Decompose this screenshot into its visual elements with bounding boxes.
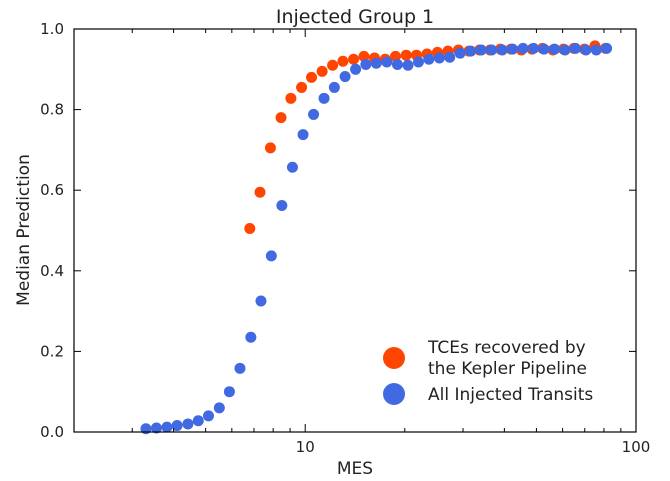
data-point [475,44,487,56]
data-point [276,200,288,212]
data-point [339,71,351,83]
data-point [285,92,297,104]
data-point [548,43,560,55]
data-point [348,53,360,65]
data-point [140,423,152,435]
data-point [171,420,183,432]
data-point [316,65,328,77]
data-point [275,112,287,124]
y-tick-label: 1.0 [40,20,64,38]
data-point [350,63,362,75]
data-point [161,421,173,433]
axes-layer: 0.0 0.2 0.4 0.6 0.8 1.0 10 100 [40,20,650,456]
data-point [265,250,277,262]
data-point [213,402,225,414]
data-point [337,55,349,67]
data-point [234,362,246,374]
data-point [496,44,508,56]
x-axis-title: MES [337,459,373,479]
data-point [306,71,318,83]
data-point [486,44,498,56]
legend-label: TCEs recovered by the Kepler Pipeline [427,338,587,379]
data-point [192,415,204,427]
y-tick-label: 0.8 [40,101,64,119]
x-tick-label: 100 [622,438,651,456]
data-point [569,42,581,54]
legend-marker [383,383,405,405]
data-point [381,56,393,68]
data-point [601,42,613,54]
data-point [286,161,298,173]
data-point [255,295,267,307]
data-point [528,42,540,54]
legend-entry: TCEs recovered by the Kepler Pipeline [383,338,587,379]
data-point [391,58,403,70]
data-point [150,422,162,434]
data-point [308,108,320,120]
x-tick-label: 10 [296,438,315,456]
data-point [402,59,414,71]
data-point [465,45,477,57]
data-point [264,142,276,154]
series-1 [140,42,613,435]
y-tick-label: 0.4 [40,262,64,280]
chart-title: Injected Group 1 [276,6,434,28]
data-point [370,57,382,69]
data-point [423,53,435,65]
data-point [223,386,235,398]
y-tick-label: 0.2 [40,342,64,360]
data-point [590,44,602,56]
data-point [507,43,519,55]
data-point [296,81,308,93]
data-point [327,59,339,71]
legend-marker [383,347,405,369]
data-point [182,418,194,430]
data-point [454,47,466,59]
data-point [444,51,456,63]
data-point [412,56,424,68]
data-point [517,42,529,54]
data-point [328,81,340,93]
legend: TCEs recovered by the Kepler Pipeline All … [383,338,593,405]
data-point [254,186,266,198]
data-points-layer [140,40,613,435]
data-point [433,52,445,64]
data-point [297,129,309,141]
data-point [244,222,256,234]
data-point [580,44,592,56]
legend-entry: All Injected Transits [383,383,593,405]
y-tick-label: 0.0 [40,423,64,441]
data-point [245,331,257,343]
y-tick-label: 0.6 [40,181,64,199]
data-point [360,58,372,70]
data-point [538,43,550,55]
data-point [400,49,412,61]
plot-frame [73,28,637,433]
y-axis-title: Median Prediction [14,154,34,306]
data-point [559,44,571,56]
data-point [318,92,330,104]
legend-label: All Injected Transits [428,385,593,405]
data-point [202,410,214,422]
